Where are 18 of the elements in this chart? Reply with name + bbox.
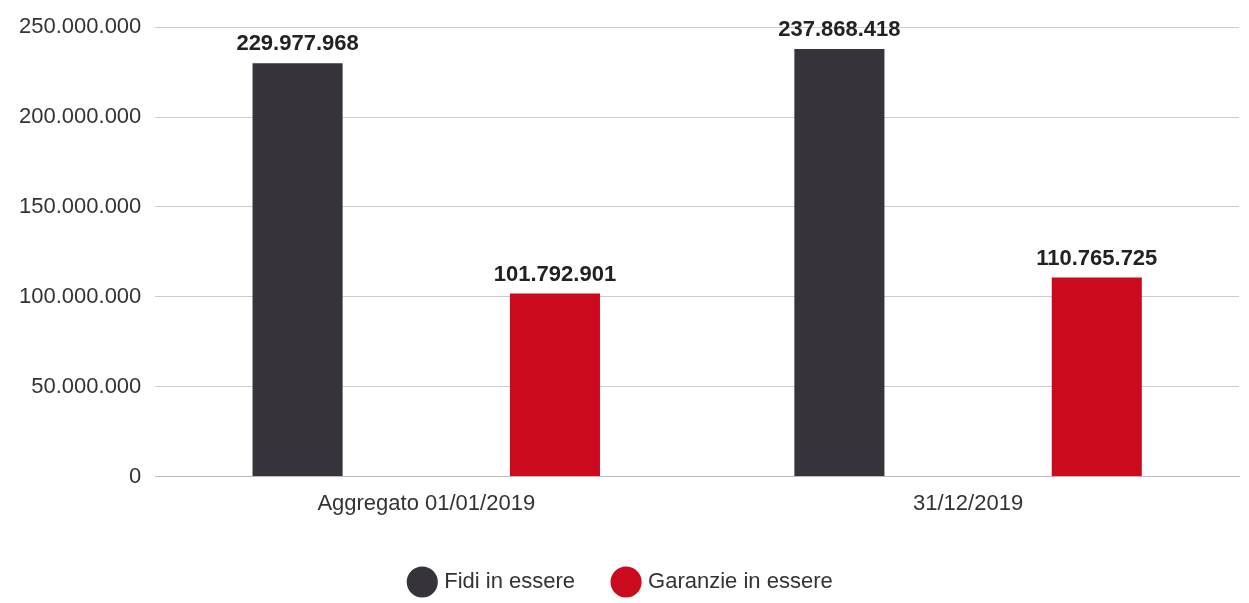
legend-label: Garanzie in essere xyxy=(648,568,833,594)
data-label: 101.792.901 xyxy=(493,260,617,286)
y-tick-label: 100.000.000 xyxy=(19,282,142,308)
y-tick-label: 150.000.000 xyxy=(19,193,142,219)
y-tick-label: 250.000.000 xyxy=(19,13,142,39)
bar xyxy=(509,293,600,477)
data-label: 110.765.725 xyxy=(1036,244,1158,270)
y-tick-label: 50.000.000 xyxy=(31,372,142,398)
data-label: 229.977.968 xyxy=(236,30,359,56)
bar xyxy=(1051,277,1142,477)
y-tick-label: 0 xyxy=(129,462,142,488)
bar xyxy=(794,49,885,477)
bar xyxy=(252,63,343,477)
legend-label: Fidi in essere xyxy=(444,568,576,594)
data-label: 237.868.418 xyxy=(778,16,901,42)
y-tick-label: 200.000.000 xyxy=(19,103,142,129)
x-tick-label: Aggregato 01/01/2019 xyxy=(317,489,536,515)
x-tick-label: 31/12/2019 xyxy=(913,489,1024,515)
